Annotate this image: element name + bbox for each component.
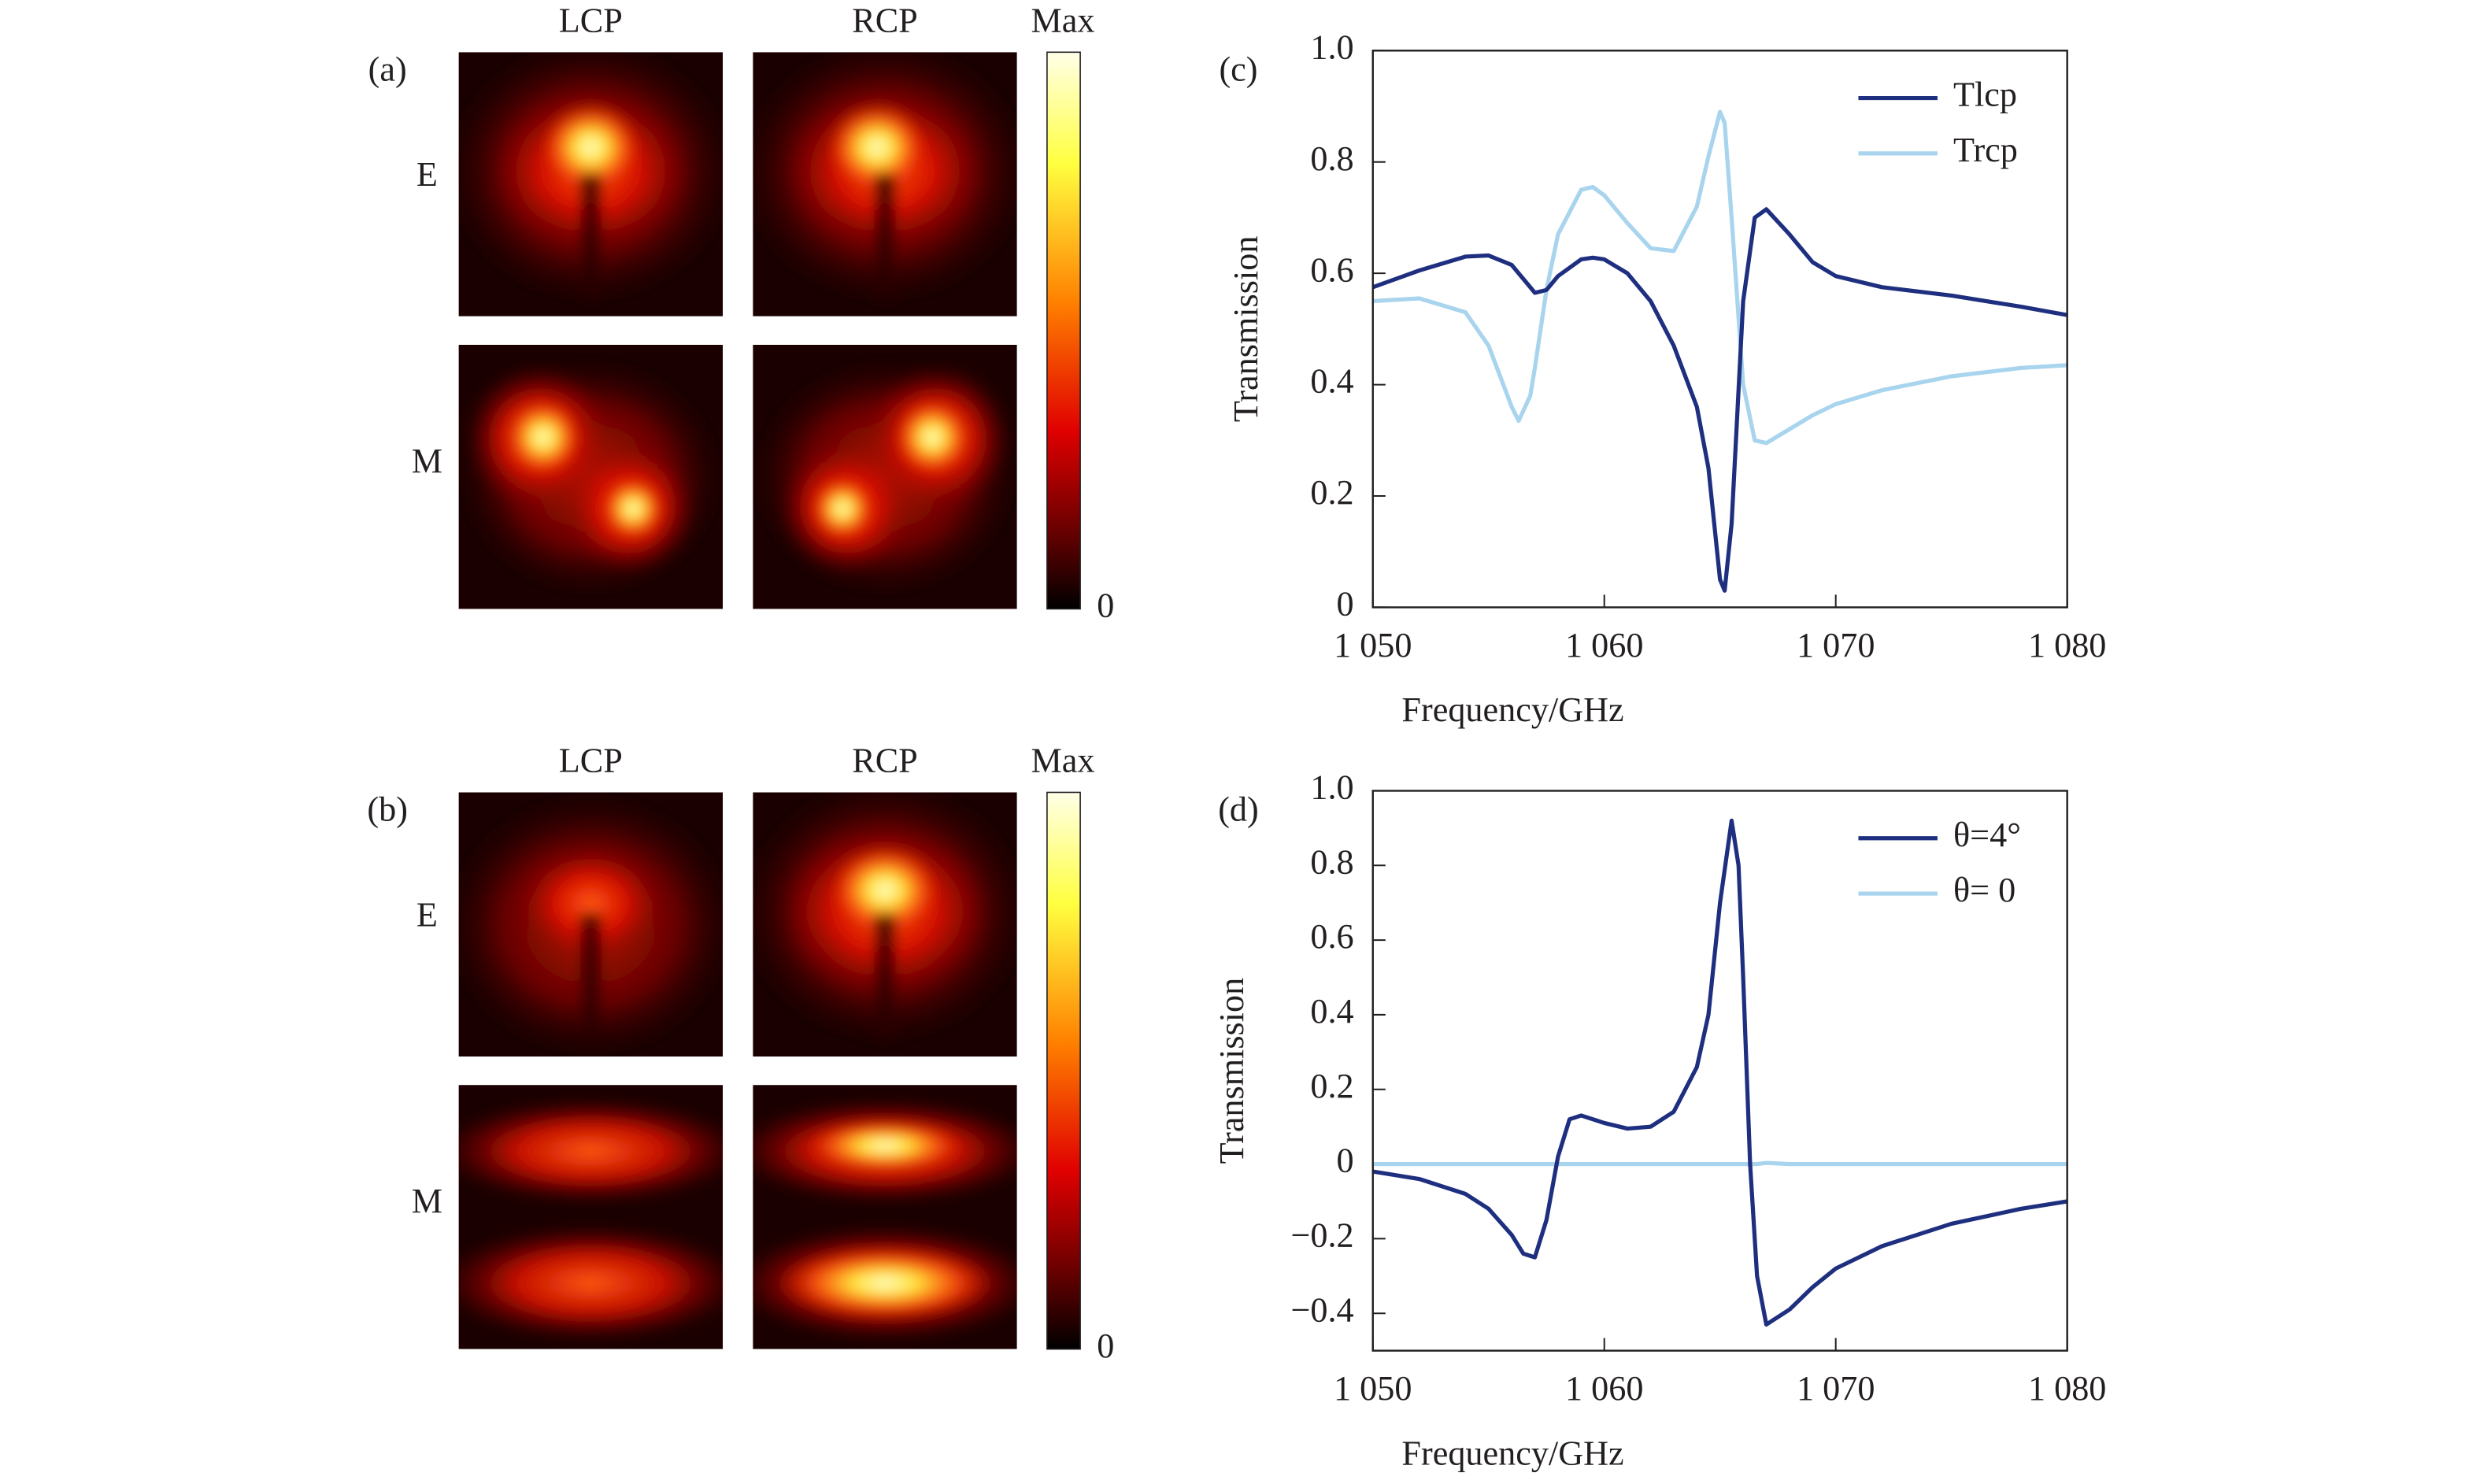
legend-label: Tlcp	[1953, 76, 2017, 114]
colorbar	[1046, 51, 1081, 610]
row-label: M	[412, 442, 442, 480]
x-tick-label: 1 060	[1565, 626, 1643, 664]
panel-label: (a)	[368, 50, 407, 89]
field-blob	[893, 398, 972, 477]
field-map	[753, 52, 1017, 316]
field-shadow	[874, 173, 896, 301]
y-tick-label: 0.8	[1310, 139, 1353, 178]
field-shadow	[579, 173, 601, 301]
field-map	[753, 344, 1017, 609]
y-tick-label: 0.8	[1310, 842, 1353, 881]
field-blob	[601, 476, 665, 541]
field-map	[458, 792, 724, 1057]
legend-label: θ=4°	[1953, 816, 2021, 854]
y-tick-label: 1.0	[1310, 28, 1353, 66]
y-tick-label: 0.2	[1310, 1067, 1353, 1105]
x-tick-label: 1 080	[2028, 1369, 2106, 1408]
y-axis-label: Transmission	[1212, 978, 1251, 1164]
field-blob	[827, 842, 943, 938]
x-tick-label: 1 070	[1797, 626, 1875, 664]
field-map-content	[458, 792, 724, 1057]
y-tick-label: 0	[1337, 1142, 1354, 1180]
field-map-content	[458, 357, 724, 596]
panel-label: (b)	[367, 790, 408, 829]
panel-label: (c)	[1219, 50, 1257, 89]
field-blob	[516, 845, 665, 962]
field-map	[753, 1085, 1017, 1349]
field-map	[458, 1085, 724, 1349]
y-tick-label: 0	[1337, 585, 1354, 624]
y-axis-label: Transmission	[1227, 236, 1265, 423]
x-axis-label: Frequency/GHz	[1401, 690, 1623, 729]
field-map-content	[753, 1097, 1017, 1342]
colorbar-min-label: 0	[1097, 1327, 1114, 1365]
field-map	[458, 344, 724, 609]
field-map-content	[753, 52, 1017, 303]
y-tick-label: −0.4	[1290, 1290, 1353, 1329]
x-tick-label: 1 080	[2028, 626, 2106, 664]
series-line	[1371, 207, 2068, 593]
x-axis-label: Frequency/GHz	[1401, 1434, 1623, 1472]
x-tick-label: 1 050	[1334, 626, 1412, 664]
x-tick-label: 1 060	[1565, 1369, 1643, 1408]
legend-label: Trcp	[1953, 131, 2018, 169]
plot-frame	[1371, 50, 2068, 609]
column-label: LCP	[559, 1, 623, 39]
column-label: RCP	[852, 741, 918, 779]
x-tick-label: 1 050	[1334, 1369, 1412, 1408]
field-map	[753, 792, 1017, 1057]
field-blob	[811, 476, 875, 541]
y-tick-label: 0.4	[1310, 992, 1353, 1031]
colorbar	[1046, 791, 1081, 1350]
field-blob	[458, 1224, 724, 1342]
colorbar-max-label: Max	[1031, 741, 1095, 779]
colorbar-min-label: 0	[1097, 587, 1114, 625]
row-label: E	[416, 895, 438, 934]
field-map-content	[753, 792, 1017, 1044]
field-blob	[458, 1097, 724, 1205]
y-tick-label: 0.2	[1310, 473, 1353, 512]
field-map-content	[753, 357, 1017, 596]
field-map-content	[458, 1097, 724, 1342]
x-tick-label: 1 070	[1797, 1369, 1875, 1408]
panel-label: (d)	[1218, 790, 1259, 829]
field-blob	[538, 99, 644, 195]
field-blob	[824, 99, 931, 195]
row-label: E	[416, 155, 438, 194]
series-line	[1372, 109, 2067, 446]
series-line	[1372, 818, 2068, 1327]
field-blob	[774, 1245, 996, 1320]
field-blob	[800, 1119, 970, 1172]
field-map-content	[458, 52, 724, 303]
field-map	[458, 52, 724, 316]
y-tick-label: 0.4	[1310, 362, 1353, 401]
series-line	[1372, 1160, 2067, 1167]
row-label: M	[412, 1182, 442, 1220]
column-label: RCP	[852, 1, 918, 39]
field-shadow	[874, 913, 896, 1041]
colorbar-max-label: Max	[1031, 1, 1095, 39]
plot-frame	[1371, 790, 2068, 1352]
field-shadow	[579, 913, 601, 1041]
y-tick-label: 1.0	[1310, 768, 1353, 807]
column-label: LCP	[559, 741, 623, 779]
y-tick-label: −0.2	[1290, 1216, 1353, 1255]
y-tick-label: 0.6	[1310, 250, 1353, 289]
field-blob	[503, 398, 583, 477]
legend-label: θ= 0	[1953, 871, 2015, 909]
y-tick-label: 0.6	[1310, 917, 1353, 956]
